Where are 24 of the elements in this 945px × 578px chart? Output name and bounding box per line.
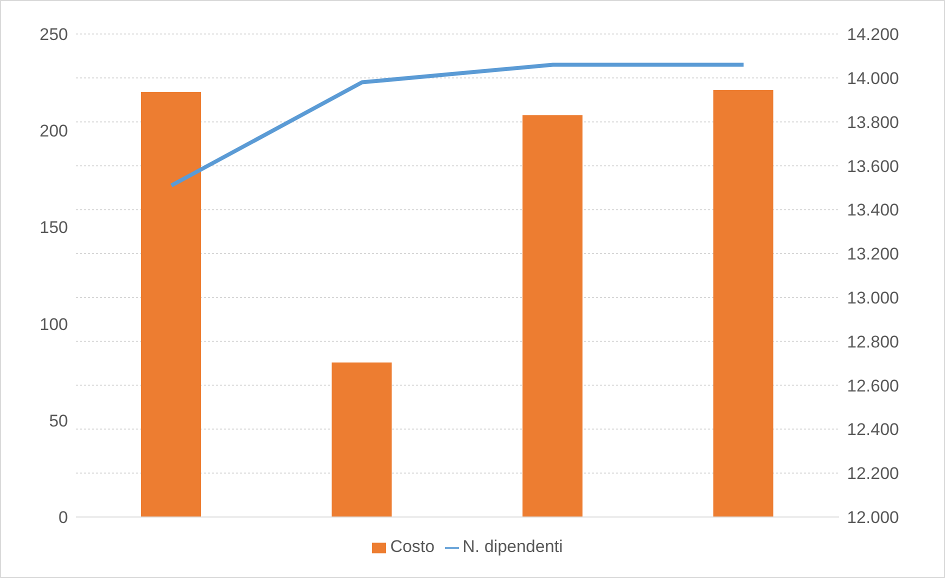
y2-tick-label: 12.000 bbox=[847, 508, 899, 528]
legend-label: Costo bbox=[390, 537, 435, 556]
bar bbox=[332, 362, 392, 517]
y2-tick-label: 13.800 bbox=[847, 112, 899, 132]
y2-tick-label: 14.000 bbox=[847, 68, 899, 88]
y2-tick-label: 12.800 bbox=[847, 332, 899, 352]
y-tick-label: 200 bbox=[40, 122, 68, 141]
bar bbox=[141, 92, 201, 517]
y2-tick-label: 13.200 bbox=[847, 244, 899, 264]
y2-tick-label: 13.400 bbox=[847, 200, 899, 220]
y-tick-label: 150 bbox=[40, 218, 68, 238]
bar bbox=[522, 115, 582, 517]
y-tick-label: 100 bbox=[40, 314, 68, 334]
y-tick-label: 250 bbox=[40, 25, 68, 44]
y-tick-label: 50 bbox=[49, 411, 68, 430]
bar bbox=[713, 90, 774, 517]
y2-tick-label: 13.000 bbox=[847, 288, 899, 308]
legend-label: N. dipendenti bbox=[462, 537, 563, 556]
y-tick-label: 0 bbox=[58, 508, 68, 528]
y2-tick-label: 12.400 bbox=[847, 420, 899, 440]
y2-tick-label: 12.200 bbox=[847, 464, 899, 484]
y2-tick-label: 14.200 bbox=[847, 25, 899, 44]
y2-tick-label: 13.600 bbox=[847, 156, 899, 176]
y2-tick-label: 12.600 bbox=[847, 376, 899, 396]
